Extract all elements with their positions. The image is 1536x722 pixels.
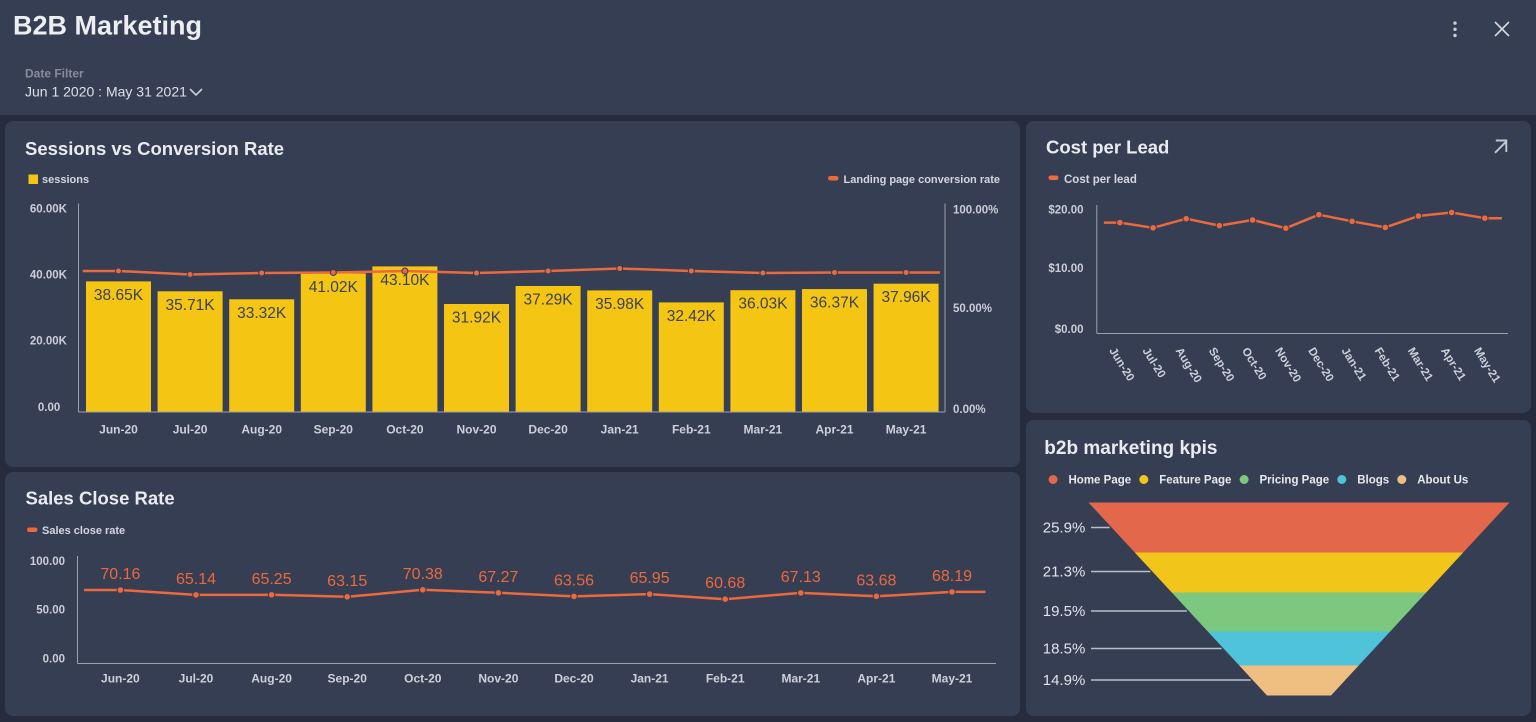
svg-text:14.9%: 14.9%: [1042, 672, 1085, 689]
svg-text:Dec-20: Dec-20: [1305, 345, 1335, 383]
svg-text:Jun-20: Jun-20: [101, 671, 140, 685]
svg-text:b2b marketing kpis: b2b marketing kpis: [1044, 438, 1217, 459]
svg-text:Aug-20: Aug-20: [241, 422, 282, 436]
svg-text:60.00K: 60.00K: [29, 203, 67, 215]
svg-text:Apr-21: Apr-21: [857, 671, 895, 685]
svg-text:Cost per lead: Cost per lead: [1064, 174, 1137, 186]
svg-text:Home Page: Home Page: [1068, 474, 1131, 486]
svg-text:38.65K: 38.65K: [93, 286, 143, 303]
svg-text:Jun-20: Jun-20: [99, 422, 138, 436]
svg-text:19.5%: 19.5%: [1042, 603, 1085, 620]
svg-text:35.98K: 35.98K: [595, 295, 645, 312]
svg-text:Mar-21: Mar-21: [743, 422, 782, 436]
svg-text:Sep-20: Sep-20: [313, 422, 353, 436]
svg-text:50.00%: 50.00%: [953, 303, 992, 315]
svg-text:32.42K: 32.42K: [666, 307, 716, 324]
svg-text:Nov-20: Nov-20: [456, 422, 496, 436]
svg-text:Cost per Lead: Cost per Lead: [1046, 136, 1169, 157]
svg-text:Aug-20: Aug-20: [1172, 345, 1203, 384]
svg-text:Sales close rate: Sales close rate: [42, 525, 125, 537]
svg-text:Blogs: Blogs: [1357, 474, 1389, 486]
svg-text:Jun-20: Jun-20: [1106, 345, 1136, 383]
svg-text:100.00%: 100.00%: [953, 204, 998, 216]
svg-text:Dec-20: Dec-20: [554, 671, 594, 685]
svg-text:$10.00: $10.00: [1048, 263, 1083, 275]
svg-text:35.71K: 35.71K: [165, 296, 215, 313]
svg-text:100.00: 100.00: [29, 555, 64, 567]
svg-text:70.38: 70.38: [402, 565, 442, 582]
svg-text:63.56: 63.56: [553, 572, 593, 589]
svg-text:40.00K: 40.00K: [29, 269, 67, 281]
svg-text:Jan-21: Jan-21: [1338, 345, 1368, 383]
svg-text:Aug-20: Aug-20: [251, 671, 292, 685]
svg-text:63.15: 63.15: [327, 572, 367, 589]
svg-text:Apr-21: Apr-21: [1438, 345, 1468, 383]
svg-text:Jul-20: Jul-20: [172, 422, 207, 436]
svg-text:25.9%: 25.9%: [1042, 519, 1085, 536]
svg-text:50.00: 50.00: [36, 604, 65, 616]
svg-text:67.13: 67.13: [780, 568, 820, 585]
svg-text:Mar-21: Mar-21: [1404, 345, 1434, 383]
svg-text:70.16: 70.16: [100, 566, 140, 583]
svg-text:Sep-20: Sep-20: [327, 671, 367, 685]
svg-text:65.25: 65.25: [251, 570, 291, 587]
svg-text:Sessions vs Conversion Rate: Sessions vs Conversion Rate: [25, 138, 284, 159]
svg-text:May-21: May-21: [885, 422, 926, 436]
svg-text:Mar-21: Mar-21: [781, 671, 820, 685]
svg-text:sessions: sessions: [42, 174, 89, 186]
svg-text:Nov-20: Nov-20: [478, 671, 518, 685]
svg-text:Jul-20: Jul-20: [178, 671, 213, 685]
svg-text:68.19: 68.19: [931, 567, 971, 584]
svg-text:Nov-20: Nov-20: [1272, 345, 1303, 384]
svg-text:Sep-20: Sep-20: [1205, 345, 1235, 383]
svg-text:Landing page conversion rate: Landing page conversion rate: [843, 174, 999, 186]
svg-text:36.37K: 36.37K: [809, 294, 859, 311]
svg-text:About Us: About Us: [1417, 474, 1468, 486]
svg-text:65.14: 65.14: [175, 570, 215, 587]
svg-text:37.29K: 37.29K: [523, 291, 573, 308]
svg-text:Apr-21: Apr-21: [815, 422, 853, 436]
svg-text:May-21: May-21: [931, 671, 972, 685]
svg-text:21.3%: 21.3%: [1042, 563, 1085, 580]
svg-text:31.92K: 31.92K: [451, 309, 501, 326]
svg-text:37.96K: 37.96K: [881, 289, 931, 306]
svg-text:36.03K: 36.03K: [738, 295, 788, 312]
svg-text:$20.00: $20.00: [1048, 204, 1083, 216]
svg-text:May-21: May-21: [1471, 345, 1502, 385]
svg-text:63.68: 63.68: [856, 572, 896, 589]
svg-text:20.00K: 20.00K: [29, 335, 67, 347]
svg-text:Jan-21: Jan-21: [630, 671, 668, 685]
svg-text:Oct-20: Oct-20: [386, 422, 424, 436]
svg-text:$0.00: $0.00: [1054, 324, 1083, 336]
svg-text:41.02K: 41.02K: [308, 278, 358, 295]
svg-text:67.27: 67.27: [478, 568, 518, 585]
svg-text:Jun 1 2020 : May 31 2021: Jun 1 2020 : May 31 2021: [25, 84, 187, 100]
svg-text:Pricing Page: Pricing Page: [1259, 474, 1329, 486]
svg-text:Date Filter: Date Filter: [25, 67, 84, 81]
svg-text:B2B Marketing: B2B Marketing: [13, 11, 202, 41]
svg-text:0.00: 0.00: [42, 653, 64, 665]
svg-text:0.00: 0.00: [37, 402, 59, 414]
svg-text:43.10K: 43.10K: [380, 271, 430, 288]
svg-text:33.32K: 33.32K: [237, 304, 287, 321]
svg-text:0.00%: 0.00%: [953, 404, 986, 416]
svg-text:Sales Close Rate: Sales Close Rate: [25, 487, 174, 508]
svg-text:Jan-21: Jan-21: [600, 422, 638, 436]
svg-text:18.5%: 18.5%: [1042, 640, 1085, 657]
svg-text:Dec-20: Dec-20: [528, 422, 568, 436]
svg-text:Oct-20: Oct-20: [404, 671, 442, 685]
svg-text:Oct-20: Oct-20: [1239, 345, 1268, 382]
svg-text:Jul-20: Jul-20: [1139, 345, 1167, 380]
svg-text:65.95: 65.95: [629, 570, 669, 587]
svg-text:Feb-21: Feb-21: [1371, 345, 1401, 383]
svg-text:Feb-21: Feb-21: [705, 671, 744, 685]
svg-text:60.68: 60.68: [705, 575, 745, 592]
svg-text:Feb-21: Feb-21: [671, 422, 710, 436]
svg-text:Feature Page: Feature Page: [1159, 474, 1231, 486]
